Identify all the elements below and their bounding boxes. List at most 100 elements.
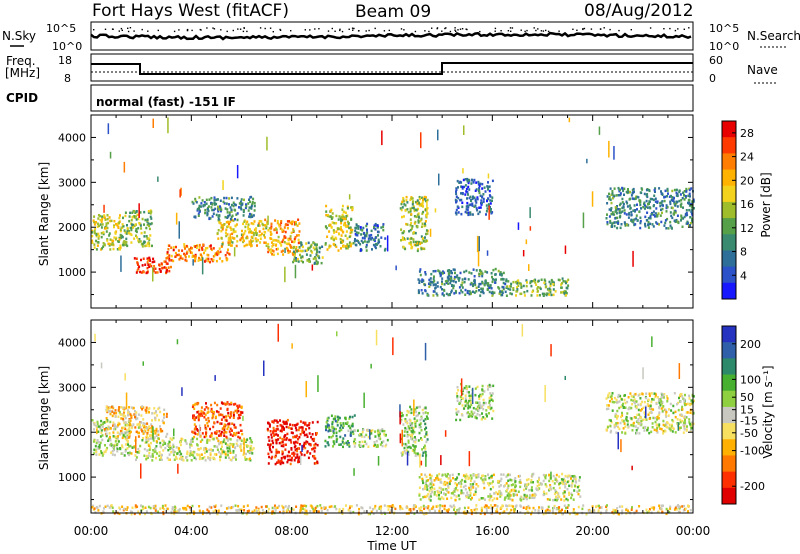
power-echo-cell — [250, 222, 253, 225]
power-echo-cell — [368, 234, 371, 237]
velocity-echo-cell — [405, 444, 408, 447]
velocity-echo-cell — [284, 443, 287, 446]
velocity-echo-cell — [156, 452, 158, 455]
power-echo-cell — [203, 251, 205, 255]
power-echo-cell — [475, 181, 478, 184]
velocity-echo-cell — [480, 394, 483, 398]
velocity-echo-cell — [236, 404, 239, 408]
power-echo-cell — [673, 201, 676, 204]
power-echo-cell — [451, 271, 453, 275]
power-echo-cell — [93, 246, 96, 249]
noise-search-point — [455, 30, 457, 32]
velocity-echo-cell — [158, 458, 161, 461]
velocity-echo-cell — [252, 447, 255, 450]
velocity-echo-cell — [213, 431, 216, 434]
velocity-echo-cell — [250, 451, 252, 454]
velocity-echo-cell — [605, 407, 608, 411]
velocity-echo-cell — [665, 423, 668, 426]
power-echo-cell — [139, 270, 142, 274]
velocity-echo-cell — [374, 443, 377, 447]
velocity-echo-cell — [463, 386, 466, 390]
velocity-echo-cell — [96, 420, 99, 424]
power-echo-cell — [330, 217, 333, 220]
velocity-echo-cell — [374, 430, 377, 433]
velocity-echo-cell — [669, 428, 672, 432]
velocity-echo-cell — [102, 452, 105, 455]
power-echo-cell — [403, 215, 405, 218]
power-echo-cell — [219, 250, 222, 254]
velocity-echo-cell — [341, 426, 344, 429]
date-title: 08/Aug/2012 — [584, 1, 694, 21]
power-echo-cell — [188, 255, 190, 258]
velocity-echo-cell — [126, 447, 129, 450]
velocity-echo-cell — [531, 496, 534, 499]
power-echo-cell — [613, 213, 616, 216]
velocity-echo-cell — [679, 393, 682, 397]
velocity-echo-cell — [449, 474, 451, 477]
velocity-echo-cell — [235, 454, 237, 457]
velocity-echo-cell — [475, 476, 478, 479]
velocity-echo-cell — [148, 411, 150, 414]
power-echo-cell — [148, 242, 151, 246]
power-echo-cell — [415, 240, 417, 244]
velocity-echo-cell — [415, 452, 418, 455]
power-echo-cell — [341, 213, 344, 217]
velocity-echo-cell — [155, 410, 157, 413]
power-echo-cell — [432, 277, 435, 280]
velocity-echo-cell — [635, 405, 638, 409]
velocity-echo-cell — [342, 445, 344, 449]
power-echo-cell — [689, 222, 692, 225]
velocity-echo-cell — [287, 458, 290, 462]
velocity-echo-cell — [438, 472, 441, 476]
power-echo-cell — [454, 289, 457, 293]
power-echo-cell — [490, 287, 493, 290]
power-echo-cell — [259, 241, 262, 244]
power-echo-cell — [346, 247, 349, 250]
velocity-echo-cell — [204, 413, 207, 416]
velocity-echo-cell — [488, 412, 490, 415]
power-echo-cell — [463, 270, 466, 274]
velocity-echo-cell — [339, 422, 342, 425]
velocity-echo-cell — [188, 454, 191, 457]
power-echo-cell — [129, 226, 132, 230]
velocity-echo-cell — [407, 425, 410, 428]
velocity-echo-cell — [606, 404, 609, 407]
velocity-echo-cell — [302, 431, 305, 434]
power-y-axis-label: Slant Range [km] — [37, 162, 51, 266]
power-echo-cell — [284, 230, 287, 234]
power-echo-cell — [297, 260, 300, 263]
power-echo-cell — [648, 206, 651, 209]
power-echo-cell — [299, 253, 301, 257]
velocity-echo-cell — [634, 405, 637, 408]
velocity-echo-cell — [428, 497, 431, 501]
velocity-echo-cell — [245, 452, 247, 456]
power-echo-cell — [331, 221, 334, 224]
power-echo-cell — [124, 211, 127, 214]
noise-search-point — [199, 28, 201, 31]
power-echo-cell — [344, 224, 347, 227]
power-echo-cell — [659, 201, 662, 205]
power-echo-cell — [248, 212, 251, 216]
power-echo-cell — [231, 236, 234, 239]
power-echo-cell — [277, 240, 280, 243]
velocity-echo-cell — [474, 493, 477, 496]
power-echo-cell — [215, 198, 218, 202]
velocity-echo-cell — [149, 437, 152, 440]
power-echo-cell — [400, 208, 403, 212]
power-echo-cell — [369, 238, 372, 241]
power-echo-cell — [240, 198, 243, 201]
power-echo-cell — [249, 230, 252, 233]
power-echo-cell — [485, 210, 488, 213]
velocity-echo-cell — [548, 498, 551, 501]
power-echo-cell — [140, 243, 143, 246]
power-echo-cell — [328, 230, 331, 233]
velocity-echo-cell — [145, 454, 148, 458]
noise-search-point — [352, 29, 354, 31]
power-echo-cell — [152, 257, 155, 261]
velocity-echo-cell — [147, 437, 150, 441]
power-echo-cell — [401, 200, 404, 204]
noise-search-point — [436, 27, 438, 30]
velocity-echo-cell — [668, 423, 671, 427]
noise-search-point — [388, 29, 390, 32]
velocity-echo-cell — [454, 498, 457, 502]
